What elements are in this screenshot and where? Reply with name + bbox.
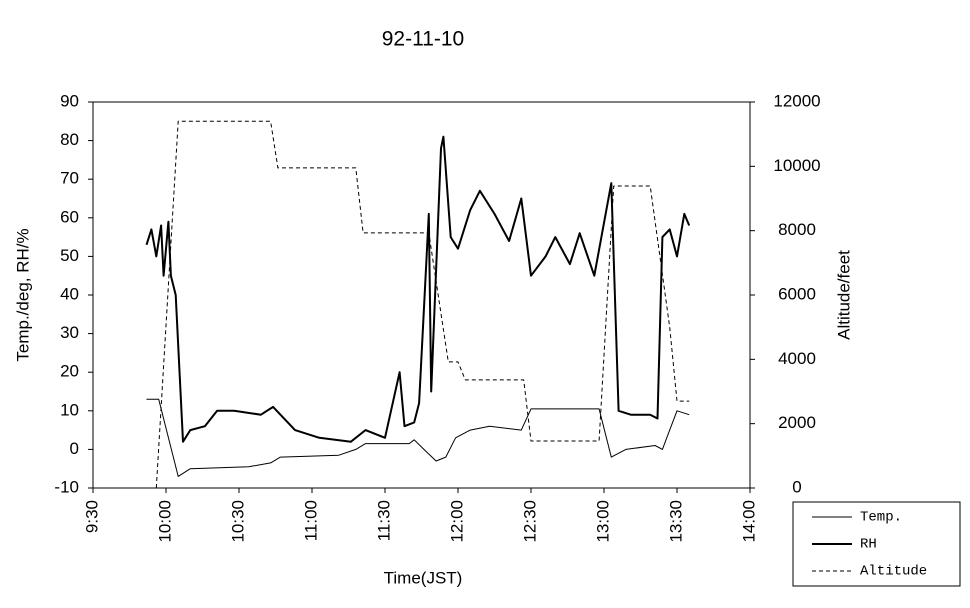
y-tick-label: 0: [70, 439, 79, 458]
y-tick-label: 10: [60, 400, 79, 419]
legend-label: Temp.: [860, 510, 902, 526]
x-tick-label: 9:30: [82, 500, 101, 533]
chart-title: 92-11-10: [382, 28, 465, 51]
y2-tick-label: 0: [792, 477, 801, 496]
x-tick-label: 13:30: [666, 500, 685, 543]
series-line: [155, 120, 690, 489]
y-axis-label: Temp./deg, RH/%: [13, 228, 32, 361]
y-tick-label: 30: [60, 323, 79, 342]
x-tick-label: 10:00: [155, 500, 174, 543]
y2-tick-label: 12000: [773, 91, 820, 110]
y-tick-label: 20: [60, 362, 79, 381]
y-tick-label: 40: [60, 284, 79, 303]
y2-tick-label: 10000: [773, 156, 820, 175]
series-line: [146, 398, 690, 477]
x-tick-label: 14:00: [739, 500, 758, 543]
x-tick-label: 12:00: [447, 500, 466, 543]
y2-tick-label: 8000: [778, 220, 816, 239]
y2-tick-label: 6000: [778, 284, 816, 303]
y-tick-label: -10: [54, 477, 79, 496]
legend-label: Altitude: [860, 564, 927, 580]
y-tick-label: 60: [60, 207, 79, 226]
y-tick-label: 90: [60, 91, 79, 110]
y2-axis-label: Altitude/feet: [834, 250, 853, 340]
x-tick-label: 11:00: [301, 500, 320, 541]
y-tick-label: 80: [60, 130, 79, 149]
y-tick-label: 70: [60, 169, 79, 188]
x-tick-label: 10:30: [228, 500, 247, 543]
x-axis-label: Time(JST): [384, 568, 463, 587]
series-line: [145, 135, 691, 443]
x-tick-label: 12:30: [520, 500, 539, 543]
y2-tick-label: 4000: [778, 349, 816, 368]
y2-tick-label: 2000: [778, 413, 816, 432]
x-tick-label: 13:00: [593, 500, 612, 543]
legend-label: RH: [860, 537, 877, 553]
y-tick-label: 50: [60, 246, 79, 265]
x-tick-label: 11:30: [374, 500, 393, 541]
